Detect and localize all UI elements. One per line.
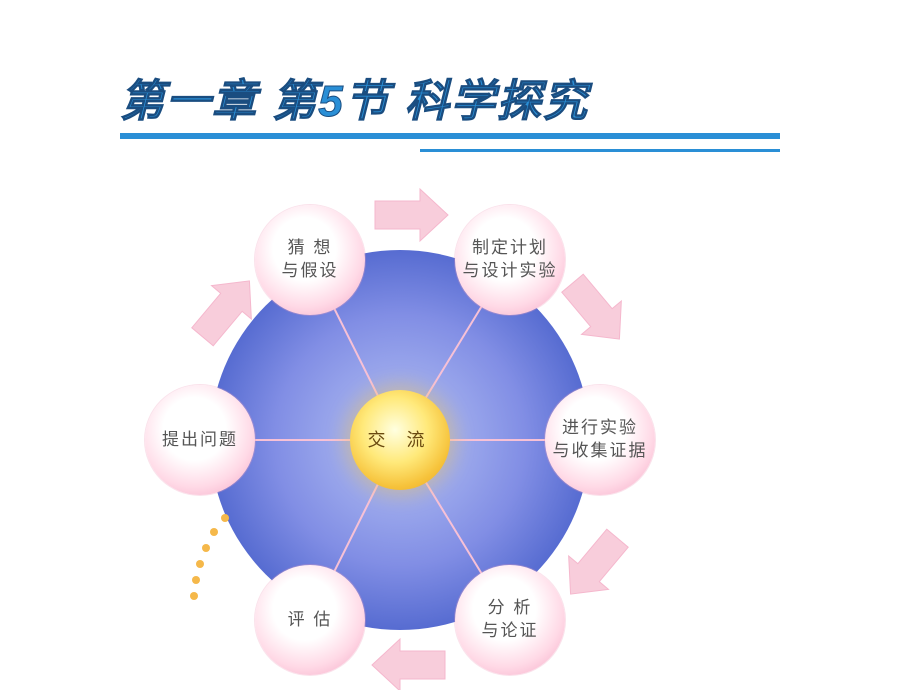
node-n6: 评 估: [255, 565, 365, 675]
node-label-line: 与假设: [282, 260, 339, 283]
node-label-line: 制定计划: [472, 237, 548, 260]
node-label-line: 进行实验: [562, 417, 638, 440]
node-label-line: 交 流: [367, 428, 432, 452]
node-label-line: 与论证: [482, 620, 539, 643]
node-n1: 提出问题: [145, 385, 255, 495]
center-node: 交 流: [350, 390, 450, 490]
inquiry-cycle-diagram: 提出问题猜 想与假设制定计划与设计实验进行实验与收集证据分 析与论证评 估交 流: [120, 180, 680, 690]
title-block: 第一章 第5节 科学探究: [120, 65, 780, 139]
node-label-line: 评 估: [288, 609, 333, 632]
return-dots: [190, 514, 229, 600]
node-label-line: 猜 想: [288, 237, 333, 260]
page-title: 第一章 第5节 科学探究: [120, 65, 780, 129]
node-n3: 制定计划与设计实验: [455, 205, 565, 315]
node-n4: 进行实验与收集证据: [545, 385, 655, 495]
title-underline: [120, 135, 780, 139]
node-n5: 分 析与论证: [455, 565, 565, 675]
title-underline-short: [420, 149, 780, 152]
node-label-line: 提出问题: [162, 429, 238, 452]
node-label-line: 与收集证据: [553, 440, 648, 463]
node-label-line: 分 析: [488, 597, 533, 620]
node-n2: 猜 想与假设: [255, 205, 365, 315]
node-label-line: 与设计实验: [463, 260, 558, 283]
